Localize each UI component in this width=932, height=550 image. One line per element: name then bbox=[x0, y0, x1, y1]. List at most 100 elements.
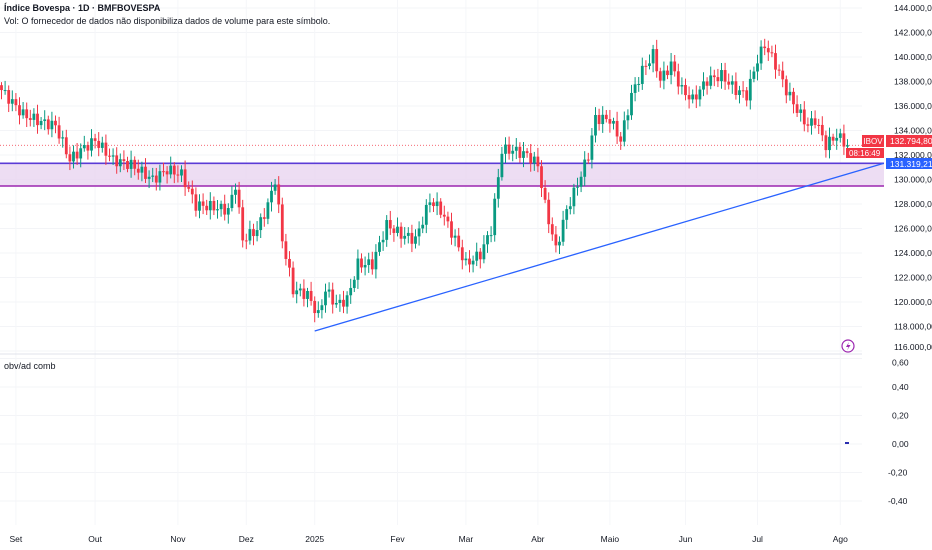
candle bbox=[68, 146, 72, 171]
candle bbox=[748, 69, 752, 110]
candle-body bbox=[93, 138, 97, 141]
candle bbox=[320, 299, 324, 319]
candle bbox=[496, 168, 500, 208]
time-axis[interactable]: Set Out Nov Dez 2025 Fev Mar Abr Maio Jun Jul Ago bbox=[10, 534, 849, 544]
candle bbox=[259, 213, 263, 239]
candle bbox=[0, 82, 3, 100]
last-price-tag bbox=[886, 135, 932, 147]
candle bbox=[543, 180, 547, 204]
candle bbox=[759, 40, 763, 70]
candle bbox=[72, 145, 75, 169]
candle bbox=[169, 156, 173, 179]
candle bbox=[540, 160, 543, 198]
chart-title[interactable]: Índice Bovespa · 1D · BMFBOVESPA bbox=[4, 3, 161, 13]
candle-body bbox=[79, 148, 83, 159]
candle-body bbox=[673, 61, 677, 72]
candle-body bbox=[277, 184, 281, 205]
candle bbox=[568, 197, 572, 215]
candle-body bbox=[662, 70, 666, 81]
price-tick: 120.000,00 bbox=[894, 297, 932, 307]
price-zone[interactable] bbox=[0, 163, 884, 186]
lightning-icon[interactable] bbox=[841, 339, 855, 353]
candle bbox=[230, 186, 234, 212]
candle bbox=[255, 221, 259, 242]
candle-body bbox=[61, 137, 65, 139]
price-tick: 118.000,00 bbox=[894, 322, 932, 332]
price-axis[interactable]: 144.000,00 142.000,00 140.000,00 138.000,00… bbox=[894, 3, 932, 352]
candle-body bbox=[759, 46, 763, 64]
candle-body bbox=[741, 90, 745, 92]
candle bbox=[601, 106, 605, 133]
candle bbox=[493, 193, 497, 242]
candle-body bbox=[547, 199, 551, 225]
candle bbox=[208, 192, 212, 220]
candle bbox=[298, 283, 302, 297]
time-tick: Jul bbox=[752, 534, 763, 544]
candle-body bbox=[226, 208, 230, 215]
indicator-axis[interactable]: 0,60 0,40 0,20 0,00 -0,20 -0,40 bbox=[888, 358, 909, 507]
candle-body bbox=[568, 206, 572, 210]
candle-body bbox=[68, 154, 72, 162]
candle-body bbox=[259, 217, 263, 231]
candle bbox=[216, 200, 219, 219]
candle-body bbox=[846, 145, 849, 147]
indicator-title[interactable]: obv/ad comb bbox=[4, 361, 56, 371]
candle bbox=[302, 279, 306, 307]
candle-body bbox=[72, 151, 75, 162]
candle bbox=[694, 85, 698, 109]
candle bbox=[518, 142, 522, 163]
candle-body bbox=[813, 118, 817, 125]
trendline[interactable] bbox=[314, 162, 884, 332]
candle-body bbox=[190, 188, 194, 195]
candle bbox=[442, 205, 446, 226]
candle bbox=[162, 162, 165, 177]
candle bbox=[273, 179, 277, 195]
candle-body bbox=[630, 92, 633, 116]
candle-body bbox=[842, 133, 846, 147]
candle bbox=[464, 252, 468, 266]
candle bbox=[720, 62, 723, 89]
candle-body bbox=[522, 151, 525, 158]
candle bbox=[25, 102, 29, 128]
candle bbox=[619, 132, 623, 150]
candle bbox=[802, 101, 806, 132]
candle-body bbox=[579, 176, 583, 187]
candle bbox=[712, 69, 716, 87]
candle-body bbox=[363, 265, 367, 268]
candle-body bbox=[39, 121, 43, 126]
candle-body bbox=[626, 115, 630, 121]
candle-body bbox=[306, 291, 309, 299]
candle bbox=[309, 281, 313, 306]
candle bbox=[61, 130, 65, 148]
candle bbox=[644, 60, 648, 76]
candle bbox=[810, 111, 813, 135]
candle bbox=[468, 250, 471, 273]
candle-body bbox=[7, 90, 11, 104]
candle bbox=[363, 256, 367, 276]
candle-body bbox=[421, 224, 425, 229]
candle bbox=[115, 147, 119, 174]
price-tick: 144.000,00 bbox=[894, 3, 932, 13]
candle bbox=[457, 227, 461, 252]
price-tick: 128.000,00 bbox=[894, 199, 932, 209]
candle bbox=[180, 165, 183, 183]
candle bbox=[554, 226, 558, 253]
candle bbox=[680, 77, 684, 95]
candle-body bbox=[572, 187, 576, 207]
candle-body bbox=[666, 70, 669, 76]
candle bbox=[18, 97, 21, 125]
candle bbox=[136, 159, 140, 180]
candle bbox=[396, 217, 399, 237]
indicator-tick: -0,40 bbox=[888, 496, 908, 506]
candle bbox=[669, 52, 673, 85]
candle bbox=[572, 183, 576, 215]
candle-body bbox=[284, 241, 288, 259]
candle-body bbox=[331, 289, 335, 305]
candle bbox=[820, 116, 824, 142]
candle bbox=[817, 118, 821, 135]
candle-body bbox=[54, 120, 57, 126]
candle bbox=[14, 93, 18, 112]
candle bbox=[835, 128, 839, 150]
candle bbox=[414, 229, 417, 249]
